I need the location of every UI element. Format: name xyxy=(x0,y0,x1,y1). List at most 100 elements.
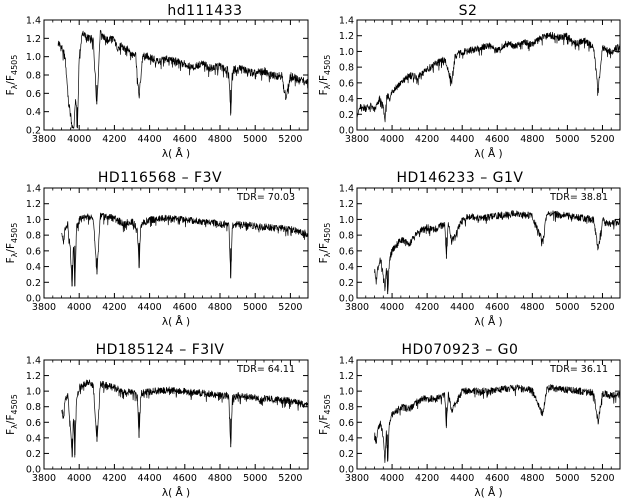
panel-title: S2 xyxy=(459,3,478,19)
x-tick-label: 4400 xyxy=(138,302,162,313)
x-tick-label: 3800 xyxy=(345,473,369,484)
y-tick-label: 0.6 xyxy=(339,418,354,429)
y-tick-label: 0.2 xyxy=(339,449,354,460)
y-tick-label: 0.6 xyxy=(339,246,354,257)
y-tick-label: 0.0 xyxy=(26,294,41,305)
y-tick-label: 0.8 xyxy=(339,402,354,413)
y-axis-label: Fλ/F4505 xyxy=(318,55,332,96)
y-axis-label: Fλ/F4505 xyxy=(5,55,19,96)
y-tick-label: 0.4 xyxy=(26,107,41,118)
x-tick-label: 3800 xyxy=(345,302,369,313)
y-label-slash-f: /F xyxy=(318,243,330,253)
y-label-slash-f: /F xyxy=(5,75,17,85)
y-label-f: F xyxy=(5,89,17,95)
panel-hd185124: HD185124 – F3IV TDR= 64.11 3800 4000 4200 4… xyxy=(5,342,309,499)
y-tick-label: 1.2 xyxy=(26,199,41,210)
y-tick-label: 0.6 xyxy=(339,78,354,89)
y-tick-label: 0.2 xyxy=(339,110,354,121)
y-label-sub-lambda: λ xyxy=(10,424,19,429)
y-tick-label: 1.2 xyxy=(26,371,41,382)
y-tick-label: 1.2 xyxy=(26,34,41,45)
y-label-f: F xyxy=(5,429,17,435)
x-tick-label: 5000 xyxy=(555,473,579,484)
y-label-sub-norm: 4505 xyxy=(323,394,332,414)
x-tick-label: 4600 xyxy=(173,134,197,145)
y-label-slash-f: /F xyxy=(318,415,330,425)
x-tick-label: 3800 xyxy=(32,134,56,145)
x-tick-label: 4600 xyxy=(485,302,509,313)
x-axis-label: λ( Å ) xyxy=(474,315,502,328)
y-label-f: F xyxy=(318,257,330,263)
spectrum-line xyxy=(61,379,309,458)
y-tick-label: 1.0 xyxy=(339,387,354,398)
y-label-sub-norm: 4505 xyxy=(323,55,332,75)
x-tick-label: 5200 xyxy=(590,473,614,484)
x-tick-label: 4800 xyxy=(520,134,544,145)
x-tick-label: 4200 xyxy=(415,473,439,484)
x-axis-label: λ( Å ) xyxy=(162,315,190,328)
x-axis-label: λ( Å ) xyxy=(162,147,190,160)
x-tick-label: 5000 xyxy=(555,134,579,145)
y-tick-label: 0.8 xyxy=(26,402,41,413)
panel-title: HD146233 – G1V xyxy=(397,170,524,186)
x-tick-label: 5200 xyxy=(278,134,302,145)
y-tick-label: 1.0 xyxy=(26,387,41,398)
y-label-f: F xyxy=(5,257,17,263)
y-tick-label: 0.8 xyxy=(26,231,41,242)
x-axis-label: λ( Å ) xyxy=(162,486,190,499)
x-tick-label: 4200 xyxy=(102,134,126,145)
x-tick-label: 4000 xyxy=(67,134,91,145)
panel-hd111433: hd111433 3800 4000 4200 4400 4600 4800 5000 520… xyxy=(5,3,309,160)
panel-s2: S2 3800 4000 4200 4400 4600 4800 5000 5200 0.0 0.… xyxy=(318,3,621,160)
spectrum-line xyxy=(374,210,621,293)
x-tick-label: 4600 xyxy=(485,473,509,484)
y-tick-label: 1.0 xyxy=(26,215,41,226)
y-tick-label: 0.2 xyxy=(26,126,41,137)
y-tick-label: 0.2 xyxy=(26,278,41,289)
x-tick-label: 4400 xyxy=(450,134,474,145)
x-tick-label: 4000 xyxy=(67,302,91,313)
spectrum-line xyxy=(61,212,309,287)
y-tick-label: 1.2 xyxy=(339,199,354,210)
panel-title: HD185124 – F3IV xyxy=(96,342,225,358)
x-tick-label: 4600 xyxy=(173,302,197,313)
x-tick-label: 4200 xyxy=(415,134,439,145)
x-axis-label: λ( Å ) xyxy=(474,486,502,499)
x-tick-label: 4800 xyxy=(208,302,232,313)
y-axis-label: Fλ/F4505 xyxy=(318,394,332,435)
y-tick-label: 0.4 xyxy=(339,262,354,273)
x-tick-label: 4400 xyxy=(138,134,162,145)
spectrum-line xyxy=(356,31,621,123)
plot-frame xyxy=(356,19,621,131)
y-tick-label: 1.4 xyxy=(339,184,354,195)
x-tick-label: 4600 xyxy=(485,134,509,145)
x-tick-label: 5000 xyxy=(555,302,579,313)
x-tick-label: 4800 xyxy=(208,473,232,484)
x-tick-label: 3800 xyxy=(32,473,56,484)
y-label-sub-lambda: λ xyxy=(323,252,332,257)
y-tick-label: 0.4 xyxy=(339,433,354,444)
y-tick-label: 1.4 xyxy=(339,16,354,27)
y-label-sub-lambda: λ xyxy=(10,84,19,89)
x-axis-label: λ( Å ) xyxy=(474,147,502,160)
y-tick-label: 0.8 xyxy=(26,71,41,82)
y-label-sub-norm: 4505 xyxy=(10,55,19,75)
y-label-sub-norm: 4505 xyxy=(323,223,332,243)
y-tick-label: 1.4 xyxy=(339,356,354,367)
y-tick-label: 0.0 xyxy=(339,465,354,476)
y-tick-label: 0.6 xyxy=(26,418,41,429)
panel-title: HD116568 – F3V xyxy=(98,170,222,186)
y-tick-label: 1.4 xyxy=(26,356,41,367)
spectrum-line xyxy=(374,384,621,463)
y-tick-label: 0.0 xyxy=(339,294,354,305)
y-tick-label: 0.4 xyxy=(339,94,354,105)
y-tick-label: 0.0 xyxy=(26,465,41,476)
y-tick-label: 1.0 xyxy=(339,47,354,58)
x-tick-label: 5200 xyxy=(590,302,614,313)
y-axis-label: Fλ/F4505 xyxy=(5,223,19,264)
y-tick-label: 1.2 xyxy=(339,371,354,382)
y-label-slash-f: /F xyxy=(5,243,17,253)
y-tick-label: 1.2 xyxy=(339,31,354,42)
y-tick-label: 0.2 xyxy=(26,449,41,460)
